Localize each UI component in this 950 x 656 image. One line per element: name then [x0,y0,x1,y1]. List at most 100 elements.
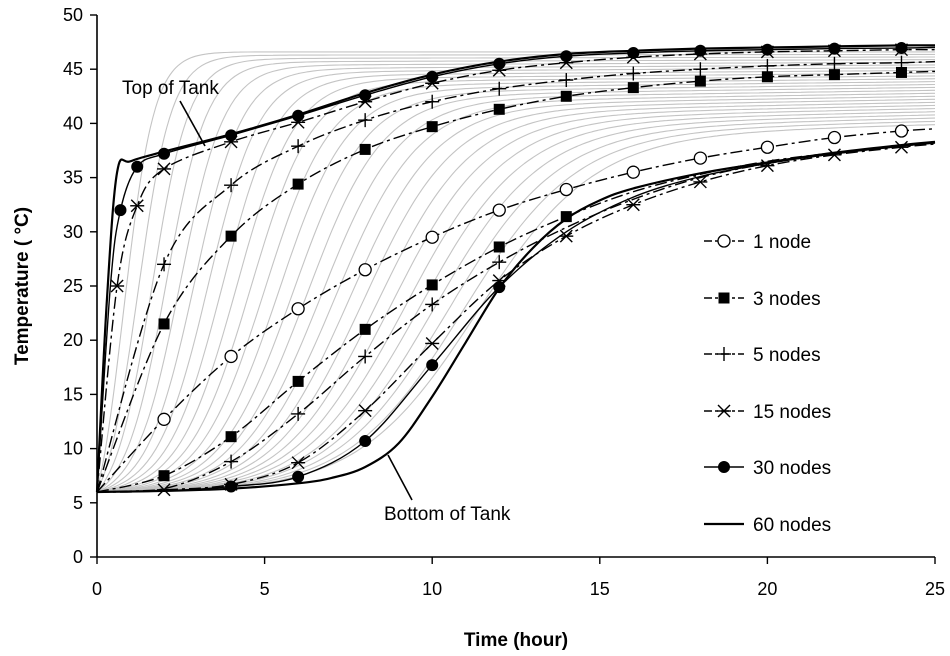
data-point [627,46,640,59]
data-point [560,211,572,223]
series-line [96,141,936,493]
data-point [225,129,238,142]
x-tick-label: 25 [925,579,945,599]
marker-shape [292,178,304,190]
marker-shape [359,143,371,155]
marker-shape [828,69,840,81]
data-point [110,279,125,293]
data-point [761,43,774,56]
data-point [560,90,572,102]
legend-label: 5 nodes [753,345,821,366]
marker-shape [895,66,907,78]
marker-shape [426,121,438,133]
leader-line-top [179,100,206,147]
data-point [114,204,127,217]
data-point [359,323,371,335]
data-point [894,43,909,57]
gray-node-curve [96,92,936,493]
marker-shape [225,431,237,443]
marker-shape [627,82,639,94]
marker-shape [761,43,774,56]
legend-label: 30 nodes [753,458,831,479]
data-point [559,56,574,70]
data-point [131,160,144,173]
marker-shape [693,151,708,165]
legend-item-5-nodes: 5 nodes [704,345,821,366]
data-point [693,47,708,61]
marker-shape [426,359,439,372]
data-point [157,412,171,426]
marker-shape [425,230,439,244]
gray-node-curve [96,61,935,493]
data-point [426,121,438,133]
marker-shape [225,129,238,142]
gray-node-curve [96,72,936,493]
data-point [291,302,305,316]
gray-node-curve [96,56,935,493]
marker-shape [426,70,439,83]
marker-shape [292,109,305,122]
marker-shape [627,46,640,59]
gray-node-curve [96,53,935,493]
marker-shape [560,90,572,102]
marker-shape [158,318,170,330]
y-tick-label: 40 [63,113,83,133]
data-point [425,297,440,312]
series-lines [95,44,936,494]
y-axis-label: Temperature ( °C) [12,207,33,365]
legend-label: 3 nodes [753,289,821,310]
data-point [292,178,304,190]
data-point [359,143,371,155]
data-point [292,375,304,387]
data-point [425,76,440,90]
legend-symbol [704,234,744,248]
annotation-top-of-tank: Top of Tank [122,78,219,99]
data-point [158,470,170,482]
data-point [292,109,305,122]
data-point [358,113,373,128]
data-point [358,95,373,109]
data-point [158,147,171,160]
data-point [358,404,373,418]
data-point [291,139,306,154]
legend-marker [717,347,731,361]
gray-node-curve [96,101,936,493]
y-tick-label: 0 [73,547,83,567]
marker-shape [224,349,238,364]
data-point [492,63,507,77]
data-point [291,456,306,470]
x-tick-label: 20 [757,579,777,599]
marker-shape [559,182,573,197]
data-point [291,115,306,129]
data-point [760,140,775,154]
data-point [130,199,145,213]
data-point [694,75,706,87]
data-point [425,336,440,350]
marker-shape [493,281,506,294]
data-point [493,57,506,70]
gray-node-curve [96,95,936,493]
data-point [493,103,505,115]
series-line [96,48,936,493]
marker-shape [114,204,127,217]
data-point [559,73,574,88]
marker-shape [157,412,171,426]
data-point [895,42,908,55]
data-point [292,470,305,483]
data-point [426,70,439,83]
data-point [761,71,773,83]
marker-shape [827,130,842,145]
legend-symbol [704,292,744,304]
data-point [157,162,172,176]
data-point [760,58,775,73]
data-point [225,230,237,242]
marker-shape [717,234,731,248]
marker-shape [761,71,773,83]
data-point [627,82,639,94]
marker-shape [359,323,371,335]
marker-shape [225,230,237,242]
legend-label: 60 nodes [753,515,831,536]
legend-marker [717,404,731,418]
